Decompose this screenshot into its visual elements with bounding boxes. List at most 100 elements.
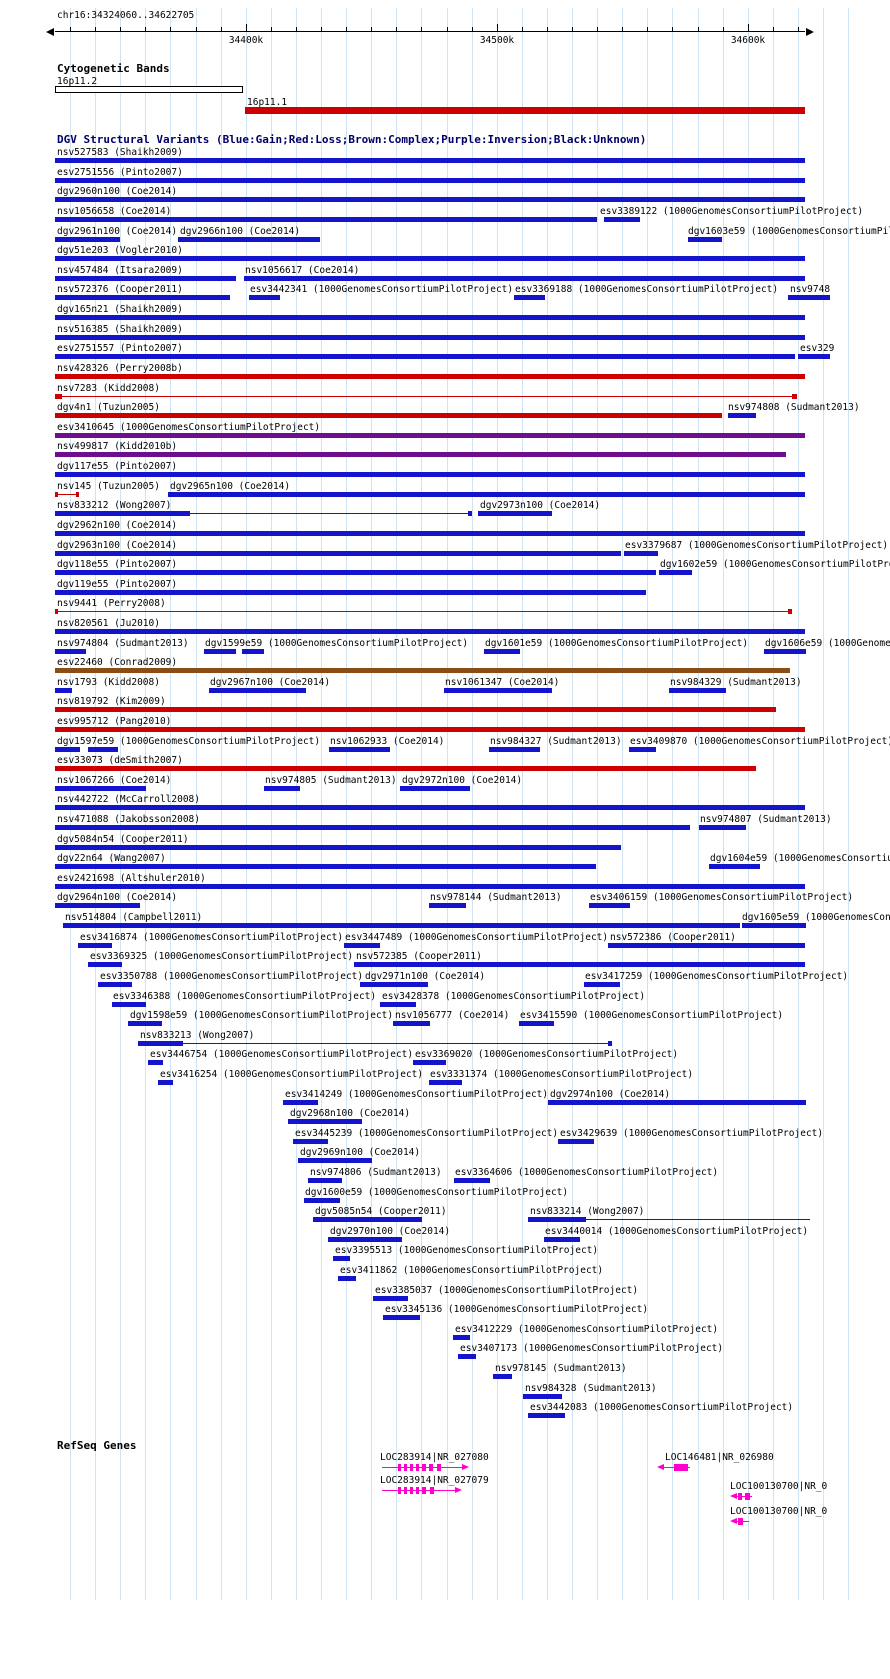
variant-label[interactable]: nsv9748 — [790, 284, 831, 295]
gene-label[interactable]: LOC146481|NR_026980 — [665, 1452, 774, 1463]
variant-label[interactable]: esv3416254 (1000GenomesConsortiumPilotPr… — [160, 1069, 424, 1080]
variant-label[interactable]: esv3389122 (1000GenomesConsortiumPilotPr… — [600, 206, 864, 217]
variant-label[interactable]: esv3369020 (1000GenomesConsortiumPilotPr… — [415, 1049, 679, 1060]
variant-label[interactable]: esv33073 (deSmith2007) — [57, 755, 183, 766]
variant-bar[interactable] — [242, 649, 264, 654]
variant-label[interactable]: esv2751556 (Pinto2007) — [57, 167, 183, 178]
variant-bar[interactable] — [55, 197, 805, 202]
variant-label[interactable]: esv329 — [800, 343, 835, 354]
variant-bar[interactable] — [608, 1041, 612, 1046]
variant-label[interactable]: nsv974807 (Sudmant2013) — [700, 814, 832, 825]
variant-bar[interactable] — [55, 688, 72, 693]
gene-label[interactable]: LOC100130700|NR_0 — [730, 1481, 828, 1492]
variant-bar[interactable] — [354, 962, 805, 967]
gene-exon[interactable] — [410, 1464, 413, 1471]
variant-label[interactable]: dgv2971n100 (Coe2014) — [365, 971, 486, 982]
gene-exon[interactable] — [745, 1493, 750, 1500]
variant-label[interactable]: nsv1793 (Kidd2008) — [57, 677, 160, 688]
gene-exon[interactable] — [404, 1464, 407, 1471]
variant-label[interactable]: dgv1603e59 (1000GenomesConsortiumPilotPr… — [688, 226, 890, 237]
variant-bar[interactable] — [478, 511, 552, 516]
variant-bar[interactable] — [183, 1043, 610, 1044]
variant-bar[interactable] — [608, 943, 805, 948]
variant-bar[interactable] — [304, 1198, 340, 1203]
variant-label[interactable]: nsv7283 (Kidd2008) — [57, 383, 160, 394]
variant-label[interactable]: dgv2973n100 (Coe2014) — [480, 500, 601, 511]
gene-exon[interactable] — [422, 1464, 426, 1471]
variant-label[interactable]: dgv1605e59 (1000GenomesConsortiumPilotPr… — [742, 912, 890, 923]
variant-label[interactable]: esv3416874 (1000GenomesConsortiumPilotPr… — [80, 932, 344, 943]
variant-bar[interactable] — [55, 825, 690, 830]
variant-label[interactable]: esv3410645 (1000GenomesConsortiumPilotPr… — [57, 422, 321, 433]
variant-label[interactable]: esv3331374 (1000GenomesConsortiumPilotPr… — [430, 1069, 694, 1080]
variant-label[interactable]: dgv1601e59 (1000GenomesConsortiumPilotPr… — [485, 638, 749, 649]
variant-bar[interactable] — [55, 590, 646, 595]
variant-bar[interactable] — [283, 1100, 318, 1105]
variant-label[interactable]: nsv974808 (Sudmant2013) — [728, 402, 860, 413]
variant-bar[interactable] — [400, 786, 470, 791]
variant-bar[interactable] — [453, 1335, 470, 1340]
gene-exon[interactable] — [416, 1487, 419, 1494]
gene-exon[interactable] — [738, 1493, 742, 1500]
variant-label[interactable]: esv3350788 (1000GenomesConsortiumPilotPr… — [100, 971, 364, 982]
variant-bar[interactable] — [55, 315, 805, 320]
variant-bar[interactable] — [548, 1100, 806, 1105]
variant-bar[interactable] — [55, 256, 805, 261]
variant-label[interactable]: nsv1056658 (Coe2014) — [57, 206, 172, 217]
variant-bar[interactable] — [383, 1315, 420, 1320]
variant-bar[interactable] — [764, 649, 806, 654]
variant-label[interactable]: nsv819792 (Kim2009) — [57, 696, 166, 707]
variant-bar[interactable] — [798, 354, 830, 359]
variant-label[interactable]: esv3369325 (1000GenomesConsortiumPilotPr… — [90, 951, 354, 962]
variant-label[interactable]: dgv2965n100 (Coe2014) — [170, 481, 291, 492]
variant-bar[interactable] — [544, 1237, 580, 1242]
variant-label[interactable]: dgv117e55 (Pinto2007) — [57, 461, 178, 472]
variant-label[interactable]: dgv1602e59 (1000GenomesConsortiumPilotPr… — [660, 559, 890, 570]
variant-label[interactable]: nsv516385 (Shaikh2009) — [57, 324, 183, 335]
variant-bar[interactable] — [519, 1021, 554, 1026]
variant-label[interactable]: esv3442083 (1000GenomesConsortiumPilotPr… — [530, 1402, 794, 1413]
gene-exon[interactable] — [429, 1464, 433, 1471]
variant-bar[interactable] — [584, 982, 620, 987]
variant-label[interactable]: dgv2962n100 (Coe2014) — [57, 520, 178, 531]
variant-label[interactable]: nsv9441 (Perry2008) — [57, 598, 166, 609]
variant-bar[interactable] — [742, 923, 806, 928]
gene-exon[interactable] — [738, 1518, 743, 1525]
variant-label[interactable]: esv995712 (Pang2010) — [57, 716, 172, 727]
variant-label[interactable]: esv22460 (Conrad2009) — [57, 657, 178, 668]
variant-label[interactable]: dgv5084n54 (Cooper2011) — [57, 834, 189, 845]
variant-label[interactable]: nsv471088 (Jakobsson2008) — [57, 814, 200, 825]
variant-bar[interactable] — [55, 551, 621, 556]
variant-bar[interactable] — [55, 570, 656, 575]
variant-bar[interactable] — [444, 688, 552, 693]
variant-bar[interactable] — [55, 276, 236, 281]
variant-bar[interactable] — [88, 747, 118, 752]
variant-label[interactable]: esv3447489 (1000GenomesConsortiumPilotPr… — [345, 932, 609, 943]
variant-bar[interactable] — [112, 1002, 146, 1007]
variant-bar[interactable] — [308, 1178, 342, 1183]
variant-bar[interactable] — [792, 394, 797, 399]
variant-label[interactable]: esv3345136 (1000GenomesConsortiumPilotPr… — [385, 1304, 649, 1315]
variant-label[interactable]: nsv974804 (Sudmant2013) — [57, 638, 189, 649]
variant-label[interactable]: esv3414249 (1000GenomesConsortiumPilotPr… — [285, 1089, 549, 1100]
variant-bar[interactable] — [586, 1219, 810, 1220]
variant-label[interactable]: nsv984328 (Sudmant2013) — [525, 1383, 657, 1394]
variant-bar[interactable] — [56, 611, 790, 612]
variant-label[interactable]: nsv833213 (Wong2007) — [140, 1030, 255, 1041]
variant-label[interactable]: esv2751557 (Pinto2007) — [57, 343, 183, 354]
variant-label[interactable]: esv3411862 (1000GenomesConsortiumPilotPr… — [340, 1265, 604, 1276]
variant-bar[interactable] — [249, 295, 280, 300]
variant-bar[interactable] — [55, 766, 756, 771]
gene-label[interactable]: LOC100130700|NR_0 — [730, 1506, 828, 1517]
variant-label[interactable]: esv3428378 (1000GenomesConsortiumPilotPr… — [382, 991, 646, 1002]
variant-bar[interactable] — [393, 1021, 430, 1026]
variant-label[interactable]: dgv2967n100 (Coe2014) — [210, 677, 331, 688]
variant-label[interactable]: nsv833214 (Wong2007) — [530, 1206, 645, 1217]
variant-bar[interactable] — [55, 668, 790, 673]
gene-exon[interactable] — [422, 1487, 426, 1494]
variant-bar[interactable] — [458, 1354, 476, 1359]
variant-bar[interactable] — [484, 649, 520, 654]
variant-label[interactable]: esv3446754 (1000GenomesConsortiumPilotPr… — [150, 1049, 414, 1060]
variant-label[interactable]: dgv22n64 (Wang2007) — [57, 853, 166, 864]
variant-bar[interactable] — [659, 570, 692, 575]
